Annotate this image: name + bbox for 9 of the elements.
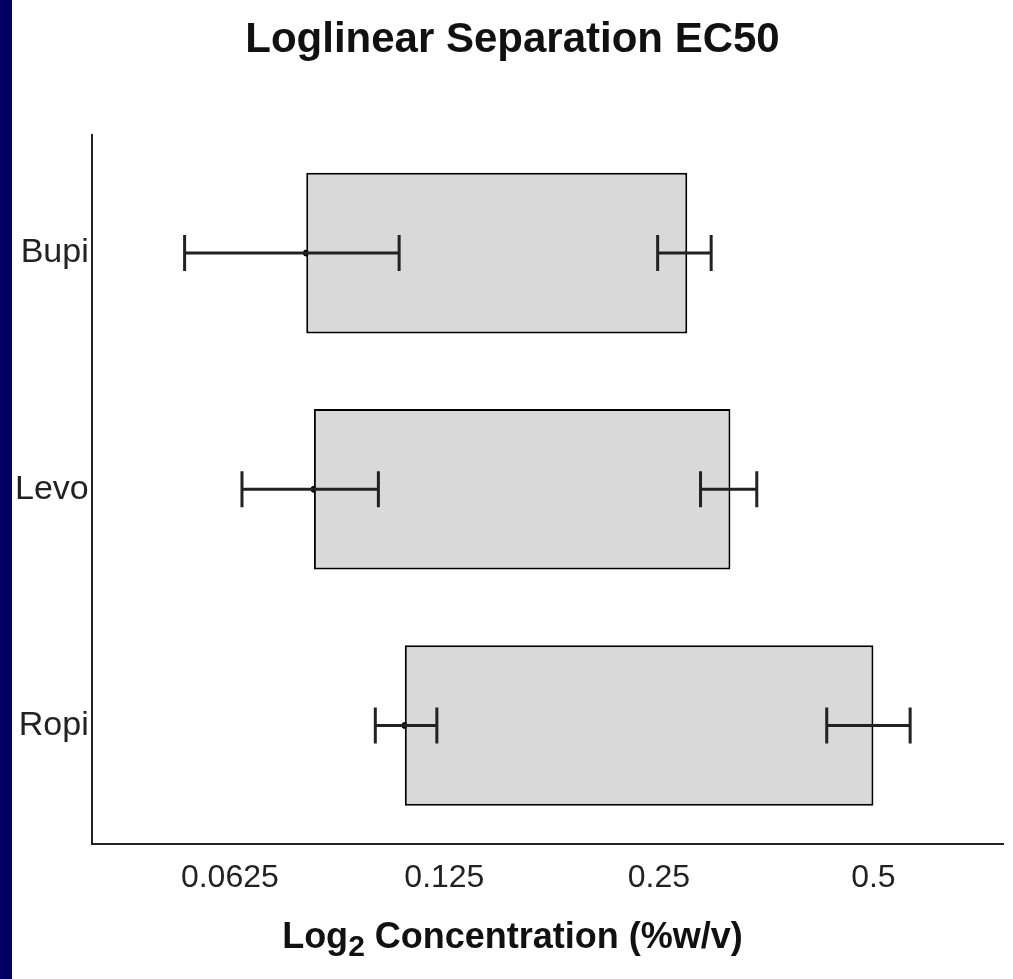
y-tick-label: Ropi (18, 703, 89, 742)
x-tick-label: 0.5 (851, 857, 896, 894)
y-tick-label: Levo (14, 467, 89, 506)
x-tick-label: 0.125 (404, 857, 485, 894)
x-axis-title: Log$_{2}$ Concentration (%w/v) (281, 915, 744, 964)
chart-title: Loglinear Separation EC50 (244, 14, 781, 62)
y-tick-label: Bupi (20, 231, 89, 270)
x-tick-label: 0.0625 (180, 857, 279, 894)
x-tick-label: 0.25 (627, 857, 691, 894)
